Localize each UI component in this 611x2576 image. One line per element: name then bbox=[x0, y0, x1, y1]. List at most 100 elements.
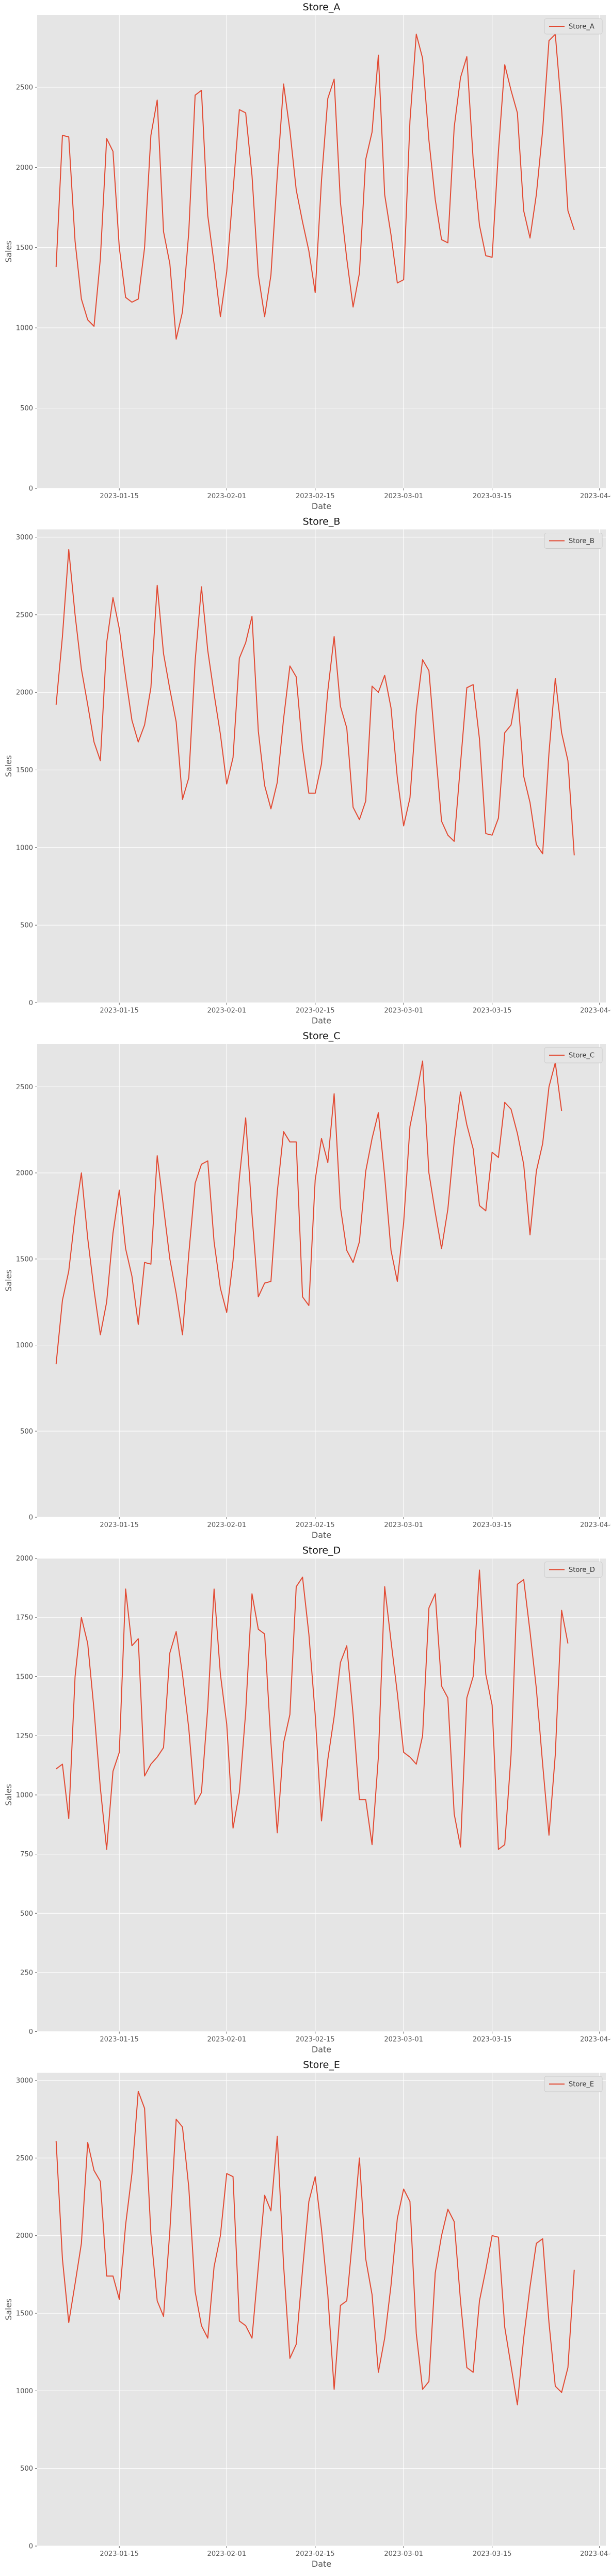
x-tick-label: 2023-02-01 bbox=[207, 2550, 247, 2558]
y-axis-label: Sales bbox=[4, 755, 13, 777]
y-tick-label: 1500 bbox=[16, 1255, 33, 1263]
legend-label: Store_E bbox=[569, 2081, 594, 2089]
y-axis-label: Sales bbox=[4, 241, 13, 263]
legend: Store_A bbox=[544, 18, 603, 35]
x-tick-label: 2023-03-15 bbox=[473, 1521, 512, 1529]
x-tick-label: 2023-01-15 bbox=[100, 2036, 139, 2044]
x-tick-label: 2023-02-01 bbox=[207, 2036, 247, 2044]
series-line-store-c bbox=[55, 1060, 562, 1364]
chart-title: Store_C bbox=[303, 1030, 341, 1042]
y-tick-label: 0 bbox=[29, 485, 33, 493]
x-tick-label: 2023-03-15 bbox=[473, 2550, 512, 2558]
y-tick-label: 1000 bbox=[16, 2388, 33, 2395]
y-tick-label: 2000 bbox=[16, 164, 33, 172]
legend-label: Store_A bbox=[569, 23, 594, 31]
chart-panel-store-a: 0 500 1000 1500 2000 2500 2023-01-15 2023-02-01… bbox=[4, 2, 611, 511]
x-tick-label: 2023-02-15 bbox=[296, 492, 335, 500]
x-tick-label: 2023-01-15 bbox=[100, 2550, 139, 2558]
x-tick-label: 2023-03-01 bbox=[384, 1521, 423, 1529]
x-tick-label: 2023-03-15 bbox=[473, 1007, 512, 1015]
legend-label: Store_C bbox=[569, 1052, 594, 1060]
legend-box bbox=[544, 18, 603, 35]
chart-title: Store_A bbox=[303, 2, 341, 13]
series-line-store-e bbox=[55, 2091, 575, 2406]
x-tick-label: 2023-04-01 bbox=[580, 492, 611, 500]
y-tick-label: 1500 bbox=[16, 767, 33, 774]
series-line-store-a bbox=[55, 34, 575, 340]
x-axis-label: Date bbox=[312, 2559, 331, 2569]
y-tick-label: 500 bbox=[20, 922, 33, 930]
y-tick-label: 3000 bbox=[16, 534, 33, 542]
y-tick-label: 1000 bbox=[16, 325, 33, 332]
x-tick-label: 2023-03-01 bbox=[384, 2036, 423, 2044]
y-axis-label: Sales bbox=[4, 2298, 13, 2320]
series-line-store-d bbox=[56, 1569, 569, 1850]
x-tick-label: 2023-01-15 bbox=[100, 1007, 139, 1015]
legend-box bbox=[544, 1562, 603, 1578]
y-tick-label: 2000 bbox=[16, 2232, 33, 2240]
y-tick-label: 500 bbox=[20, 1910, 33, 1918]
x-tick-label: 2023-04-01 bbox=[580, 2550, 611, 2558]
legend-box bbox=[544, 533, 603, 549]
y-tick-label: 0 bbox=[29, 2028, 33, 2036]
x-tick-label: 2023-03-01 bbox=[384, 492, 423, 500]
y-tick-label: 2000 bbox=[16, 689, 33, 697]
y-tick-label: 3000 bbox=[16, 2077, 33, 2085]
x-tick-label: 2023-03-15 bbox=[473, 492, 512, 500]
chart-panel-store-e: 0 500 1000 1500 2000 2500 3000 2023-01-15 2023-0… bbox=[4, 2059, 611, 2569]
y-tick-label: 1500 bbox=[16, 2310, 33, 2318]
chart-panel-store-c: 0 500 1000 1500 2000 2500 2023-01-15 2023-02-01… bbox=[4, 1030, 611, 1540]
plot-area bbox=[37, 2073, 606, 2546]
legend: Store_B bbox=[544, 533, 603, 549]
legend: Store_C bbox=[544, 1047, 603, 1063]
y-tick-label: 0 bbox=[29, 2543, 33, 2551]
chart-panel-store-b: 0 500 1000 1500 2000 2500 3000 2023-01-15 2023-0… bbox=[4, 516, 611, 1026]
plot-area bbox=[37, 1044, 606, 1517]
x-axis-label: Date bbox=[312, 2045, 331, 2055]
legend-label: Store_D bbox=[569, 1566, 595, 1574]
y-tick-label: 2500 bbox=[16, 1084, 33, 1091]
y-tick-label: 2000 bbox=[16, 1555, 33, 1563]
y-tick-label: 1500 bbox=[16, 244, 33, 252]
x-tick-label: 2023-02-01 bbox=[207, 492, 247, 500]
legend-box bbox=[544, 2076, 603, 2092]
chart-title: Store_D bbox=[302, 1545, 341, 1556]
y-tick-label: 1250 bbox=[16, 1732, 33, 1740]
x-tick-label: 2023-04-01 bbox=[580, 1521, 611, 1529]
y-tick-label: 500 bbox=[20, 2465, 33, 2473]
y-tick-label: 500 bbox=[20, 1428, 33, 1436]
y-tick-label: 2500 bbox=[16, 611, 33, 619]
x-tick-label: 2023-03-01 bbox=[384, 2550, 423, 2558]
y-tick-label: 1000 bbox=[16, 844, 33, 852]
chart-panel-store-d: 0 250 500 750 1000 1250 1500 1750 2000 2023-01-15… bbox=[4, 1545, 611, 2055]
chart-title: Store_E bbox=[303, 2059, 340, 2071]
plot-area bbox=[37, 15, 606, 488]
y-tick-label: 0 bbox=[29, 1514, 33, 1522]
y-tick-label: 750 bbox=[20, 1851, 33, 1858]
x-tick-label: 2023-01-15 bbox=[100, 1521, 139, 1529]
x-tick-label: 2023-03-01 bbox=[384, 1007, 423, 1015]
x-tick-label: 2023-02-15 bbox=[296, 2550, 335, 2558]
y-tick-label: 250 bbox=[20, 1969, 33, 1977]
x-axis-label: Date bbox=[312, 1530, 331, 1540]
y-tick-label: 2000 bbox=[16, 1170, 33, 1178]
x-tick-label: 2023-03-15 bbox=[473, 2036, 512, 2044]
x-axis-label: Date bbox=[312, 501, 331, 511]
x-tick-label: 2023-02-15 bbox=[296, 1521, 335, 1529]
series-line-store-b bbox=[55, 549, 575, 855]
x-tick-label: 2023-02-01 bbox=[207, 1007, 247, 1015]
legend: Store_E bbox=[544, 2076, 603, 2092]
y-tick-label: 2500 bbox=[16, 2155, 33, 2162]
x-tick-label: 2023-02-15 bbox=[296, 1007, 335, 1015]
y-tick-label: 1000 bbox=[16, 1342, 33, 1349]
x-tick-label: 2023-02-15 bbox=[296, 2036, 335, 2044]
y-tick-label: 1500 bbox=[16, 1673, 33, 1681]
x-tick-label: 2023-04-01 bbox=[580, 2036, 611, 2044]
y-axis-label: Sales bbox=[4, 1269, 13, 1292]
legend-label: Store_B bbox=[569, 537, 594, 545]
x-tick-label: 2023-02-01 bbox=[207, 1521, 247, 1529]
y-tick-label: 1000 bbox=[16, 1792, 33, 1800]
x-tick-label: 2023-04-01 bbox=[580, 1007, 611, 1015]
